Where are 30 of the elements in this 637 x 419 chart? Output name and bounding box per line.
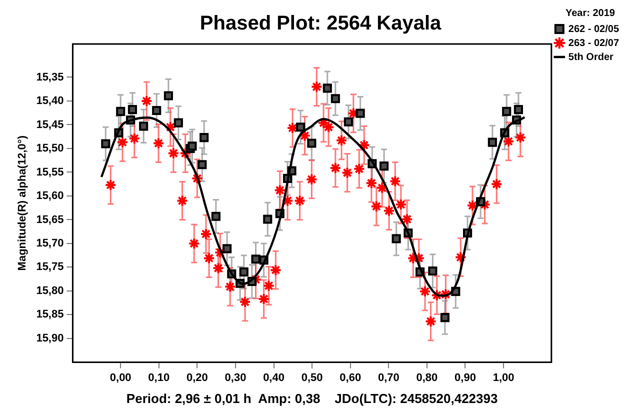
y-tick-label: 15,45	[36, 118, 64, 131]
x-tick-label: 0,40	[263, 372, 284, 384]
legend-label: 263 - 02/07	[568, 38, 620, 49]
x-tick-label: 1,00	[492, 372, 514, 384]
x-tick-label: 0,20	[186, 372, 208, 384]
chart-title: Phased Plot: 2564 Kayala	[200, 12, 442, 35]
x-tick-label: 0,70	[378, 372, 400, 384]
x-tick-label: 0,10	[148, 372, 170, 384]
x-tick-label: 0,90	[454, 372, 476, 384]
y-tick-label: 15,60	[36, 190, 64, 202]
y-tick-label: 15,55	[36, 166, 64, 178]
y-axis-title: Magnitude(R) alpha(12,0°)	[16, 135, 29, 271]
x-tick-label: 0,60	[340, 372, 362, 384]
x-tick-label: 0,50	[301, 372, 323, 384]
y-tick-label: 15,80	[36, 284, 64, 297]
legend-title: Year: 2019	[565, 8, 616, 19]
y-tick-label: 15,90	[36, 332, 64, 344]
y-tick-label: 15,35	[36, 71, 64, 84]
legend-label: 262 - 02/05	[568, 24, 620, 35]
y-tick-label: 15,75	[36, 261, 64, 274]
y-tick-label: 15,65	[36, 214, 64, 226]
y-tick-label: 15,50	[36, 142, 64, 155]
x-tick-label: 0,80	[416, 372, 438, 384]
y-tick-label: 15,70	[36, 238, 64, 250]
legend-label: 5th Order	[568, 52, 614, 63]
x-tick-label: 0,00	[110, 372, 132, 384]
y-tick-label: 15,85	[36, 308, 64, 321]
x-axis-title: Period: 2,96 ± 0,01 h Amp: 0,38 JDo(LTC): 2458520,422393	[126, 390, 498, 406]
x-tick-label: 0,30	[224, 372, 246, 384]
y-tick-label: 15,40	[36, 95, 64, 108]
